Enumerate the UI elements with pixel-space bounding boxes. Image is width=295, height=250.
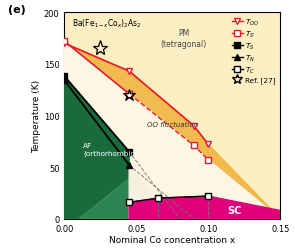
Polygon shape xyxy=(65,42,280,219)
Legend: $T_{OO}$, $T_{S'}$, $T_S$, $T_N$, $T_C$, Ref. [27]: $T_{OO}$, $T_{S'}$, $T_S$, $T_N$, $T_C$,… xyxy=(231,17,277,85)
Polygon shape xyxy=(79,179,129,219)
Polygon shape xyxy=(65,13,280,219)
Y-axis label: Temperature (K): Temperature (K) xyxy=(32,80,41,152)
Text: Ba(Fe$_{1-x}$Co$_x$)$_2$As$_2$: Ba(Fe$_{1-x}$Co$_x$)$_2$As$_2$ xyxy=(72,17,141,30)
Polygon shape xyxy=(129,196,280,219)
Polygon shape xyxy=(129,166,208,219)
Text: (e): (e) xyxy=(8,5,26,15)
Polygon shape xyxy=(65,77,129,219)
Polygon shape xyxy=(65,42,280,219)
Text: PM
(tetragonal): PM (tetragonal) xyxy=(161,29,207,49)
Text: OO fluctuation: OO fluctuation xyxy=(147,121,198,127)
Text: SC: SC xyxy=(227,205,241,215)
Text: AF
(orthorhombic): AF (orthorhombic) xyxy=(83,142,137,156)
X-axis label: Nominal Co concentration x: Nominal Co concentration x xyxy=(109,236,235,244)
